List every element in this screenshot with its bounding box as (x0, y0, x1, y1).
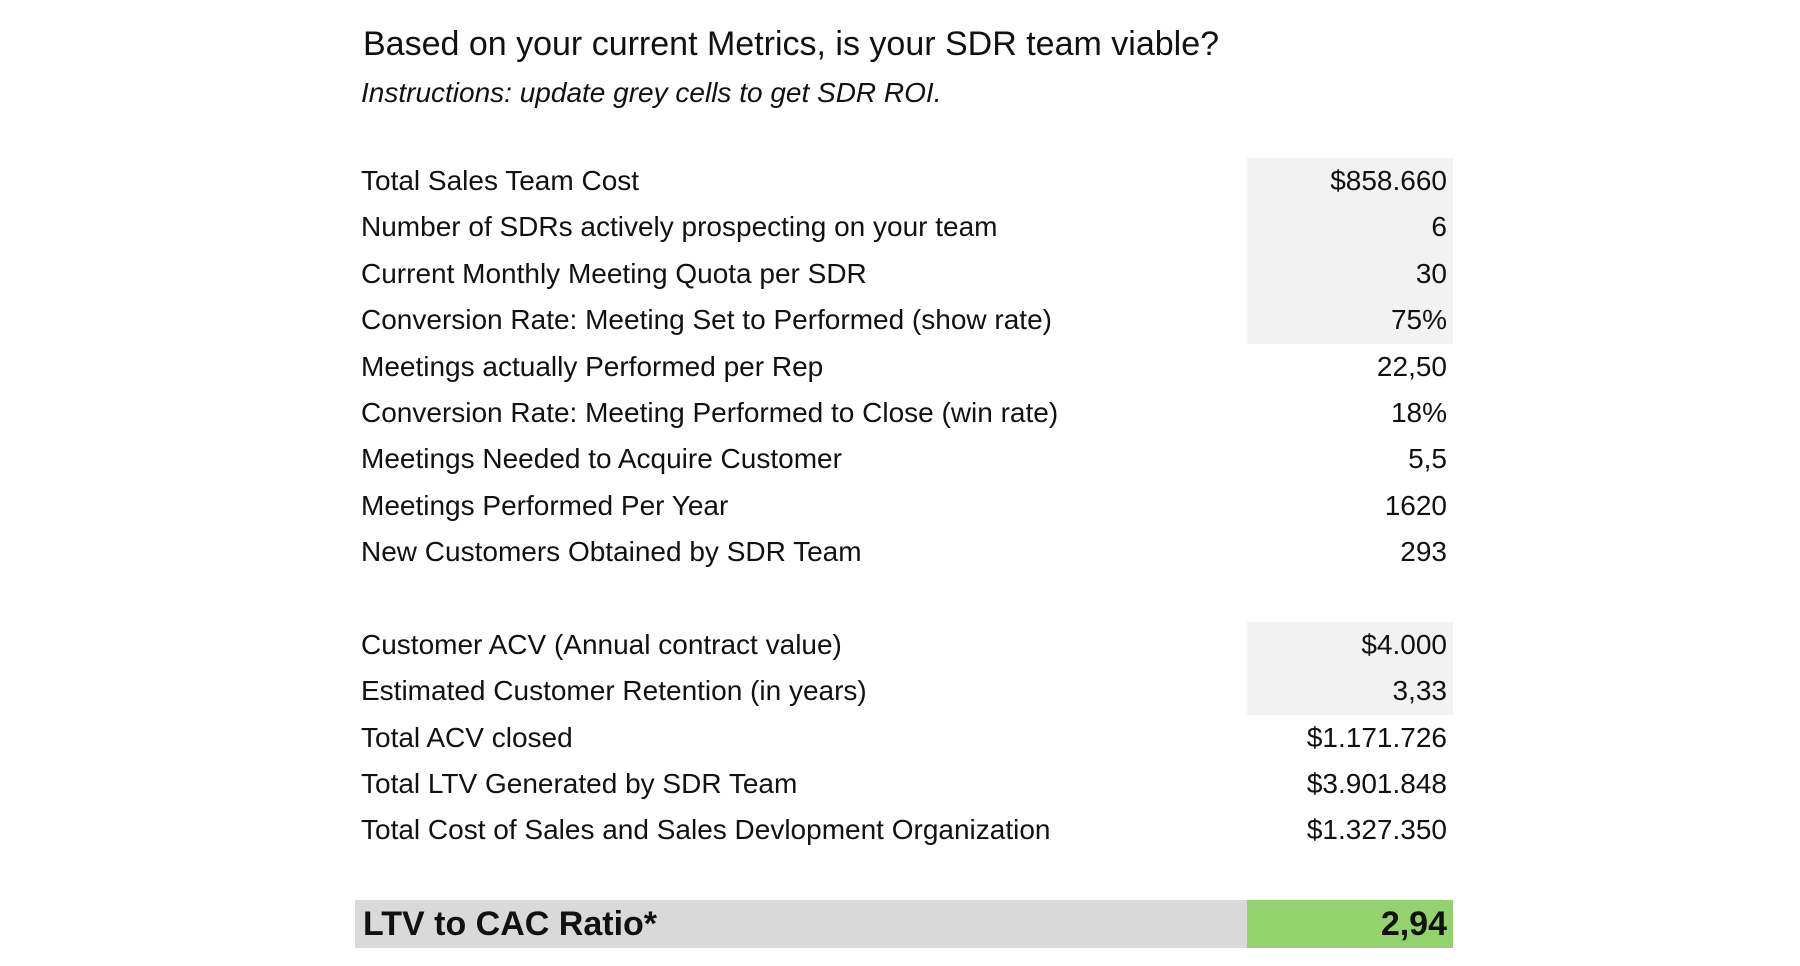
row-label: Conversion Rate: Meeting Set to Performe… (361, 304, 1052, 336)
input-cell-customer-retention[interactable]: 3,33 (1247, 668, 1453, 715)
row-show-rate: Conversion Rate: Meeting Set to Performe… (355, 297, 1453, 344)
row-label: New Customers Obtained by SDR Team (361, 536, 862, 568)
spacer-row (355, 576, 1453, 622)
input-cell-monthly-meeting-quota[interactable]: 30 (1247, 250, 1453, 298)
row-label: Total ACV closed (361, 721, 573, 753)
row-label: Number of SDRs actively prospecting on y… (361, 211, 998, 243)
instructions-text: Instructions: update grey cells to get S… (361, 77, 942, 108)
row-meetings-performed-per-rep: Meetings actually Performed per Rep 22,5… (355, 344, 1453, 390)
row-meetings-needed: Meetings Needed to Acquire Customer 5,5 (355, 436, 1453, 482)
row-label: Estimated Customer Retention (in years) (361, 675, 867, 707)
row-monthly-meeting-quota: Current Monthly Meeting Quota per SDR 30 (355, 250, 1453, 298)
value-cell-meetings-performed-per-rep: 22,50 (1376, 350, 1447, 382)
row-label: Meetings actually Performed per Rep (361, 350, 824, 382)
input-cell-show-rate[interactable]: 75% (1247, 297, 1453, 344)
row-new-customers: New Customers Obtained by SDR Team 293 (355, 529, 1453, 575)
sheet-title: Based on your current Metrics, is your S… (363, 25, 1220, 63)
row-label: Customer ACV (Annual contract value) (361, 628, 842, 660)
row-label: Total LTV Generated by SDR Team (361, 768, 798, 800)
row-number-of-sdrs: Number of SDRs actively prospecting on y… (355, 204, 1453, 251)
row-label: Current Monthly Meeting Quota per SDR (361, 257, 867, 289)
row-meetings-per-year: Meetings Performed Per Year 1620 (355, 483, 1453, 529)
value-cell-new-customers: 293 (1400, 536, 1447, 568)
input-cell-total-sales-team-cost[interactable]: $858.660 (1247, 158, 1453, 205)
row-label: Total Sales Team Cost (361, 165, 640, 196)
row-customer-acv: Customer ACV (Annual contract value) $4.… (355, 621, 1453, 669)
row-label: Total Cost of Sales and Sales Devlopment… (361, 814, 1051, 846)
row-label: Meetings Needed to Acquire Customer (361, 443, 842, 475)
value-cell-win-rate: 18% (1390, 396, 1447, 428)
input-cell-customer-acv[interactable]: $4.000 (1247, 621, 1453, 669)
row-customer-retention: Estimated Customer Retention (in years) … (355, 668, 1453, 715)
ltv-cac-ratio-row: LTV to CAC Ratio* 2,94 (355, 900, 1453, 948)
ltv-cac-ratio-value: 2,94 (1247, 900, 1453, 948)
value-cell-total-ltv: $3.901.848 (1306, 768, 1447, 800)
row-total-acv-closed: Total ACV closed $1.171.726 (355, 715, 1453, 761)
input-cell-number-of-sdrs[interactable]: 6 (1247, 204, 1453, 251)
row-label: Meetings Performed Per Year (361, 489, 729, 521)
value-cell-meetings-per-year: 1620 (1384, 489, 1447, 521)
row-total-ltv: Total LTV Generated by SDR Team $3.901.8… (355, 761, 1453, 807)
row-total-cost-of-sales: Total Cost of Sales and Sales Devlopment… (355, 807, 1453, 853)
row-win-rate: Conversion Rate: Meeting Performed to Cl… (355, 390, 1453, 436)
row-total-sales-team-cost: Total Sales Team Cost $858.660 (355, 158, 1453, 205)
value-cell-meetings-needed: 5,5 (1408, 443, 1447, 475)
row-label: Conversion Rate: Meeting Performed to Cl… (361, 396, 1059, 428)
metrics-table: Total Sales Team Cost $858.660 Number of… (355, 158, 1453, 854)
value-cell-total-cost-of-sales: $1.327.350 (1306, 814, 1447, 846)
ltv-cac-ratio-label: LTV to CAC Ratio* (363, 905, 658, 943)
value-cell-total-acv-closed: $1.171.726 (1306, 721, 1447, 753)
